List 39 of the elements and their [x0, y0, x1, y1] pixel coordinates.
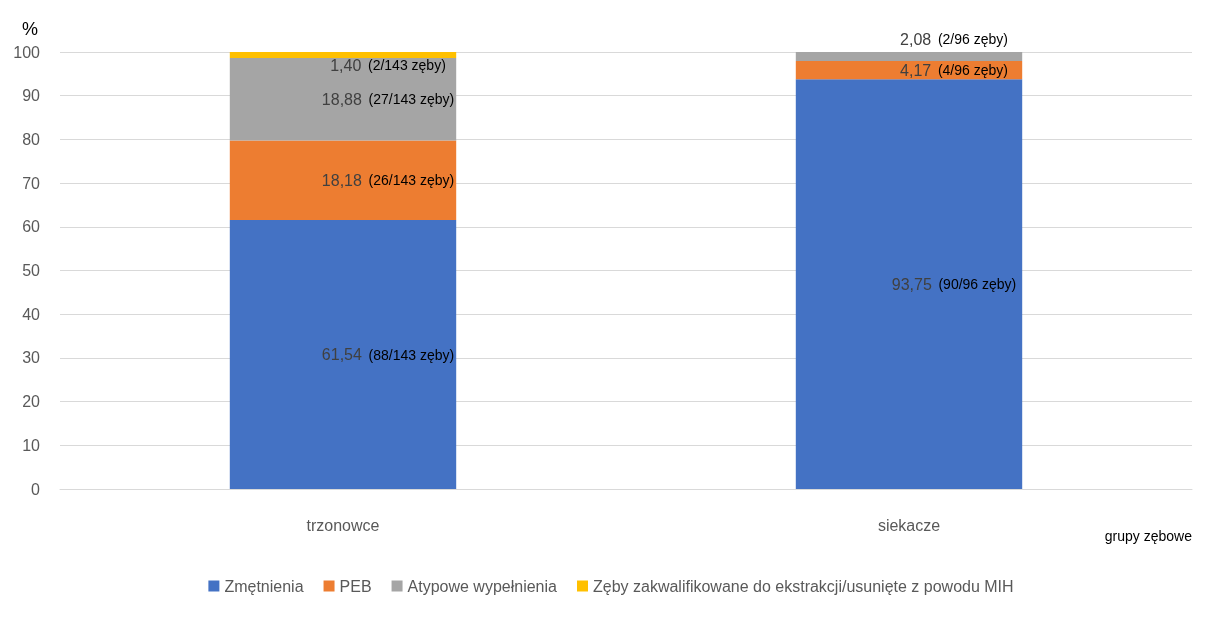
legend-label: Zmętnienia	[224, 577, 304, 595]
bar	[795, 79, 1023, 489]
bar	[795, 52, 1023, 62]
y-tick-label: 60	[22, 218, 41, 236]
annotation: (26/143 zęby)	[368, 172, 455, 189]
data-label: 2,08	[900, 30, 932, 48]
data-label: 18,18	[321, 171, 362, 189]
y-tick-label: 70	[22, 174, 41, 192]
text: (2/96 zęby)	[937, 31, 1008, 47]
legend-label: Atypowe wypełnienia	[407, 577, 558, 595]
y-tick-label: 20	[22, 393, 41, 411]
data-label: 1,40	[330, 56, 362, 74]
y-tick-label: 90	[22, 87, 41, 105]
annotation: (2/143 zęby)	[367, 57, 446, 73]
y-tick-label: 40	[22, 305, 41, 323]
legend-label: PEB	[339, 577, 372, 595]
data-label: 18,88	[321, 90, 362, 108]
bar	[229, 140, 457, 221]
data-label: 61,54	[321, 346, 362, 364]
annotation: (4/96 zęby)	[937, 62, 1008, 79]
annotation: (90/96 zęby)	[938, 276, 1017, 293]
legend-label: Zęby zakwalifikowane do ekstrakcji/usunięte z powodu MIH	[592, 577, 1014, 595]
bar	[229, 220, 457, 489]
bar	[229, 58, 457, 141]
bar	[229, 52, 457, 59]
y-tick-label: 50	[22, 262, 41, 279]
x-axis-title: grupy zębowe	[1104, 528, 1193, 544]
annotation: (88/143 zęby)	[368, 346, 455, 363]
y-tick-label: 10	[22, 436, 41, 454]
x-tick-label: siekacze	[877, 516, 941, 534]
y-tick-label: 0	[31, 480, 41, 498]
y-tick-label: 30	[22, 349, 41, 367]
x-tick-label: trzonowce	[306, 516, 380, 534]
y-tick-label: 80	[22, 130, 41, 148]
y-axis-title: %	[21, 19, 38, 39]
data-label: 93,75	[891, 275, 932, 293]
y-tick-label: 100	[13, 43, 41, 61]
annotation: (27/143 zęby)	[368, 91, 455, 108]
data-label: 4,17	[900, 61, 932, 79]
